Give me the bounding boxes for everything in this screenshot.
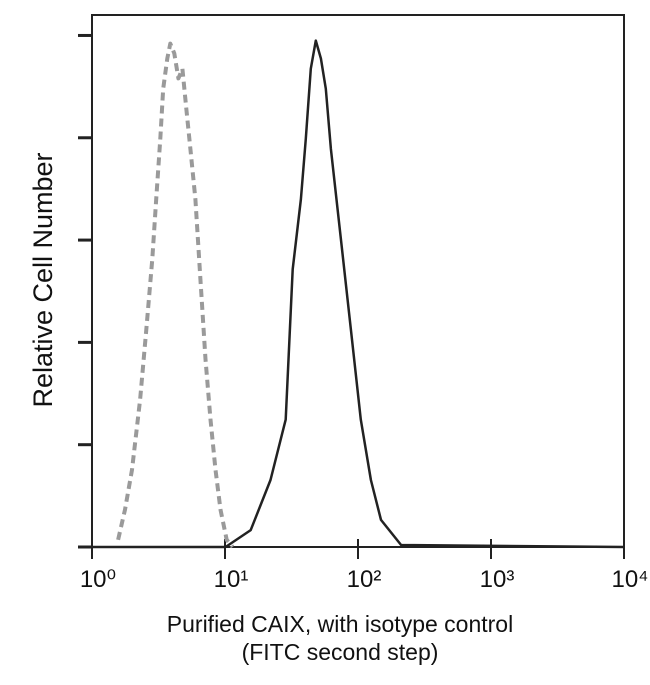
x-tick-label: 10⁰ [80, 566, 116, 593]
x-axis-label: (FITC second step) [242, 639, 439, 665]
x-tick-label: 10² [347, 566, 382, 593]
histogram-line [92, 39, 625, 549]
plot-frame [91, 14, 625, 548]
x-tick-label: 10³ [480, 566, 515, 593]
histogram-line [116, 41, 235, 549]
x-tick-label: 10⁴ [611, 566, 648, 593]
x-axis-label: Purified CAIX, with isotype control [167, 611, 513, 637]
x-tick-label: 10¹ [214, 566, 249, 593]
y-axis-label: Relative Cell Number [28, 152, 58, 407]
